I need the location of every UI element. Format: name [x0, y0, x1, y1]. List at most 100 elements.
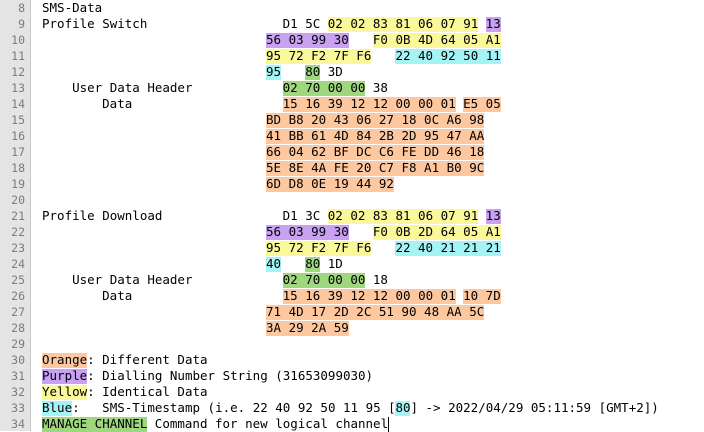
- line-text: 02 02 83 81 06 07 91: [327, 208, 479, 223]
- blue-highlight: [395, 401, 411, 416]
- purple-highlight: [485, 209, 501, 224]
- orange-highlight: [266, 129, 485, 144]
- line-text: BD B8 20 43 06 27 18 0C A6 98: [266, 112, 485, 127]
- orange-highlight: [266, 321, 349, 336]
- editor-line[interactable]: 14 Data 15 16 39 12 12 00 00 01 E5 05: [0, 96, 704, 112]
- editor-line[interactable]: 8 SMS-Data: [0, 0, 704, 16]
- line-text: MANAGE CHANNEL: [42, 416, 148, 431]
- line-text: 5E 8E 4A FE 20 C7 F8 A1 B0 9C: [266, 160, 485, 175]
- yellow-highlight: [327, 17, 479, 32]
- line-text: Data: [102, 96, 133, 111]
- editor-line[interactable]: 30 Orange: Different Data: [0, 352, 704, 368]
- line-text: 56 03 99 30: [266, 32, 349, 47]
- editor-line[interactable]: 23 95 72 F2 7F F6 22 40 21 21 21: [0, 240, 704, 256]
- purple-highlight: [266, 33, 349, 48]
- orange-highlight: [463, 97, 501, 112]
- editor-line[interactable]: 16 41 BB 61 4D 84 2B 2D 95 47 AA: [0, 128, 704, 144]
- line-text: 13: [485, 208, 501, 223]
- yellow-highlight: [327, 209, 479, 224]
- editor-line[interactable]: 15 BD B8 20 43 06 27 18 0C A6 98: [0, 112, 704, 128]
- line-number: 27: [11, 305, 25, 319]
- orange-highlight: [282, 289, 456, 304]
- orange-highlight: [282, 97, 456, 112]
- blue-highlight: [395, 49, 501, 64]
- editor-line[interactable]: 24 40 80 1D: [0, 256, 704, 272]
- editor-line[interactable]: 22 56 03 99 30 F0 0B 2D 64 05 A1: [0, 224, 704, 240]
- line-number: 18: [11, 161, 25, 175]
- line-text: Data: [102, 288, 133, 303]
- line-text: User Data Header: [72, 272, 193, 287]
- line-number: 32: [11, 385, 25, 399]
- editor-line[interactable]: 29: [0, 336, 704, 352]
- editor-line[interactable]: 19 6D D8 0E 19 44 92: [0, 176, 704, 192]
- editor-line[interactable]: 32 Yellow: Identical Data: [0, 384, 704, 400]
- line-number: 13: [11, 81, 25, 95]
- editor-line[interactable]: 10 56 03 99 30 F0 0B 4D 64 05 A1: [0, 32, 704, 48]
- editor-line[interactable]: 11 95 72 F2 7F F6 22 40 92 50 11: [0, 48, 704, 64]
- line-number: 25: [11, 273, 25, 287]
- line-text: F0 0B 2D 64 05 A1: [372, 224, 501, 239]
- line-text: 41 BB 61 4D 84 2B 2D 95 47 AA: [266, 128, 485, 143]
- line-number: 29: [11, 337, 25, 351]
- editor-line[interactable]: 27 71 4D 17 2D 2C 51 90 48 AA 5C: [0, 304, 704, 320]
- orange-highlight: [266, 161, 485, 176]
- orange-highlight: [266, 145, 485, 160]
- orange-highlight: [42, 353, 88, 368]
- editor-line[interactable]: 12 95 80 3D: [0, 64, 704, 80]
- line-number: 31: [11, 369, 25, 383]
- line-text: ] -> 2022/04/29 05:11:59 [GMT+2]): [410, 400, 659, 415]
- editor-line[interactable]: 18 5E 8E 4A FE 20 C7 F8 A1 B0 9C: [0, 160, 704, 176]
- line-text: 80: [305, 64, 321, 79]
- green-highlight: [42, 417, 148, 432]
- line-number: 26: [11, 289, 25, 303]
- line-number: 33: [11, 401, 25, 415]
- editor-line[interactable]: 31 Purple: Dialling Number String (316530…: [0, 368, 704, 384]
- line-text: Command for new logical channel: [154, 416, 389, 431]
- line-number: 15: [11, 113, 25, 127]
- blue-highlight: [266, 65, 282, 80]
- line-number: 34: [11, 417, 25, 431]
- yellow-highlight: [372, 225, 501, 240]
- line-number: 12: [11, 65, 25, 79]
- green-highlight: [282, 273, 366, 288]
- line-number: 17: [11, 145, 25, 159]
- orange-highlight: [266, 177, 394, 192]
- line-text: : SMS-Timestamp (i.e. 22 40 92 50 11 95 …: [72, 400, 396, 415]
- line-text: : Dialling Number String (31653099030): [87, 368, 374, 383]
- editor-line[interactable]: 25 User Data Header 02 70 00 00 18: [0, 272, 704, 288]
- yellow-highlight: [266, 49, 372, 64]
- line-number: 9: [18, 17, 25, 31]
- editor-line[interactable]: 20: [0, 192, 704, 208]
- blue-highlight: [42, 401, 73, 416]
- line-number: 8: [18, 1, 25, 15]
- line-text: 15 16 39 12 12 00 00 01: [282, 288, 456, 303]
- line-text: Orange: [42, 352, 88, 367]
- line-number: 20: [11, 193, 25, 207]
- editor-line[interactable]: 34 MANAGE CHANNEL Command for new logical …: [0, 416, 704, 432]
- line-text: 15 16 39 12 12 00 00 01: [282, 96, 456, 111]
- line-text: Profile Download: [42, 208, 163, 223]
- purple-highlight: [42, 369, 88, 384]
- line-text: 22 40 92 50 11: [395, 48, 501, 63]
- line-number: 22: [11, 225, 25, 239]
- line-text: : Different Data: [87, 352, 208, 367]
- editor-line[interactable]: 28 3A 29 2A 59: [0, 320, 704, 336]
- line-number: 19: [11, 177, 25, 191]
- line-text: 95 72 F2 7F F6: [266, 48, 372, 63]
- editor-line[interactable]: 13 User Data Header 02 70 00 00 38: [0, 80, 704, 96]
- line-text: 13: [485, 16, 501, 31]
- text-cursor: [387, 417, 389, 432]
- editor-line[interactable]: 33 Blue: SMS-Timestamp (i.e. 22 40 92 50 …: [0, 400, 704, 416]
- line-text: 95: [266, 64, 282, 79]
- line-text: 02 02 83 81 06 07 91: [327, 16, 479, 31]
- editor-line[interactable]: 9 Profile Switch D1 5C 02 02 83 81 06 07 91…: [0, 16, 704, 32]
- line-text: Profile Switch: [42, 16, 148, 31]
- editor-line[interactable]: 17 66 04 62 BF DC C6 FE DD 46 18: [0, 144, 704, 160]
- orange-highlight: [266, 113, 485, 128]
- line-text: 22 40 21 21 21: [395, 240, 501, 255]
- editor-line[interactable]: 21 Profile Download D1 3C 02 02 83 81 06 07…: [0, 208, 704, 224]
- editor-line[interactable]: 26 Data 15 16 39 12 12 00 00 01 10 7D: [0, 288, 704, 304]
- line-text: Purple: [42, 368, 88, 383]
